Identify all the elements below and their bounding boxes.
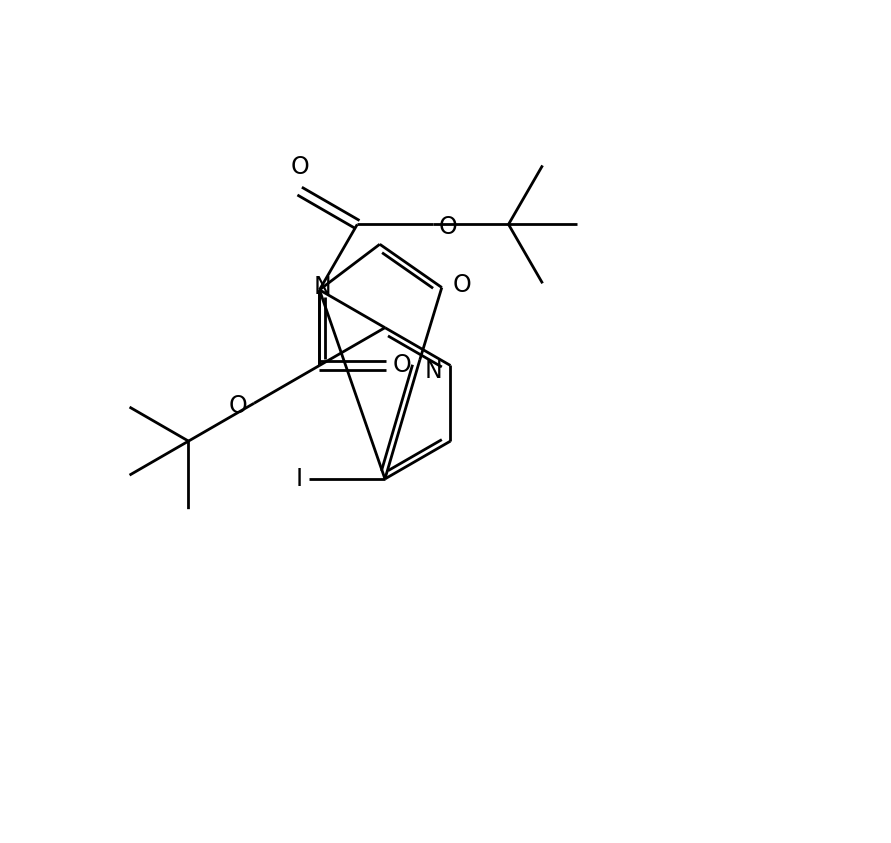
Text: O: O [453, 272, 471, 297]
Text: O: O [438, 215, 457, 239]
Text: O: O [228, 394, 248, 418]
Text: N: N [314, 275, 331, 299]
Text: N: N [424, 359, 442, 383]
Text: O: O [290, 155, 309, 179]
Text: O: O [393, 353, 412, 378]
Text: I: I [296, 467, 303, 491]
